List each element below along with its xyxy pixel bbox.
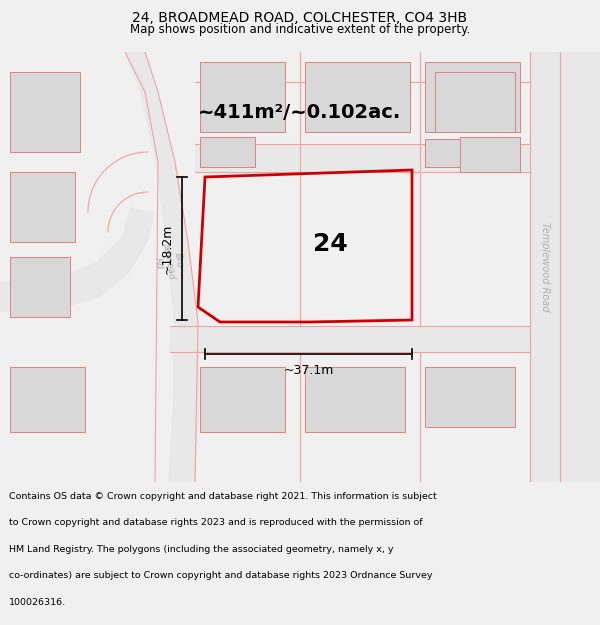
Text: Map shows position and indicative extent of the property.: Map shows position and indicative extent… (130, 23, 470, 36)
Text: Templewood Road: Templewood Road (540, 222, 550, 312)
Bar (195, 144, 530, 172)
Text: ~18.2m: ~18.2m (161, 223, 174, 274)
Bar (425, 62, 520, 132)
Bar (170, 326, 530, 352)
Text: 24: 24 (313, 232, 347, 256)
Bar (10, 367, 85, 432)
Text: 100026316.: 100026316. (9, 598, 66, 607)
Bar (305, 367, 405, 432)
Bar (460, 137, 520, 172)
Text: ~411m²/~0.102ac.: ~411m²/~0.102ac. (199, 102, 401, 121)
Bar (10, 172, 75, 242)
Bar (305, 62, 410, 132)
Text: HM Land Registry. The polygons (including the associated geometry, namely x, y: HM Land Registry. The polygons (includin… (9, 545, 394, 554)
Bar (200, 62, 285, 132)
Bar (10, 257, 70, 317)
Text: Contains OS data © Crown copyright and database right 2021. This information is : Contains OS data © Crown copyright and d… (9, 492, 437, 501)
Text: co-ordinates) are subject to Crown copyright and database rights 2023 Ordnance S: co-ordinates) are subject to Crown copyr… (9, 571, 433, 581)
Bar (10, 72, 80, 152)
Bar (530, 52, 600, 482)
Bar (435, 72, 515, 132)
Text: ~37.1m: ~37.1m (283, 364, 334, 377)
Polygon shape (125, 52, 200, 482)
Bar (425, 139, 475, 167)
Text: Bro
admead
Rd: Bro admead Rd (150, 241, 186, 282)
Polygon shape (0, 207, 155, 312)
Text: 24, BROADMEAD ROAD, COLCHESTER, CO4 3HB: 24, BROADMEAD ROAD, COLCHESTER, CO4 3HB (133, 11, 467, 26)
Bar (425, 367, 515, 427)
Bar (200, 367, 285, 432)
Text: to Crown copyright and database rights 2023 and is reproduced with the permissio: to Crown copyright and database rights 2… (9, 519, 422, 528)
Bar (200, 137, 255, 167)
